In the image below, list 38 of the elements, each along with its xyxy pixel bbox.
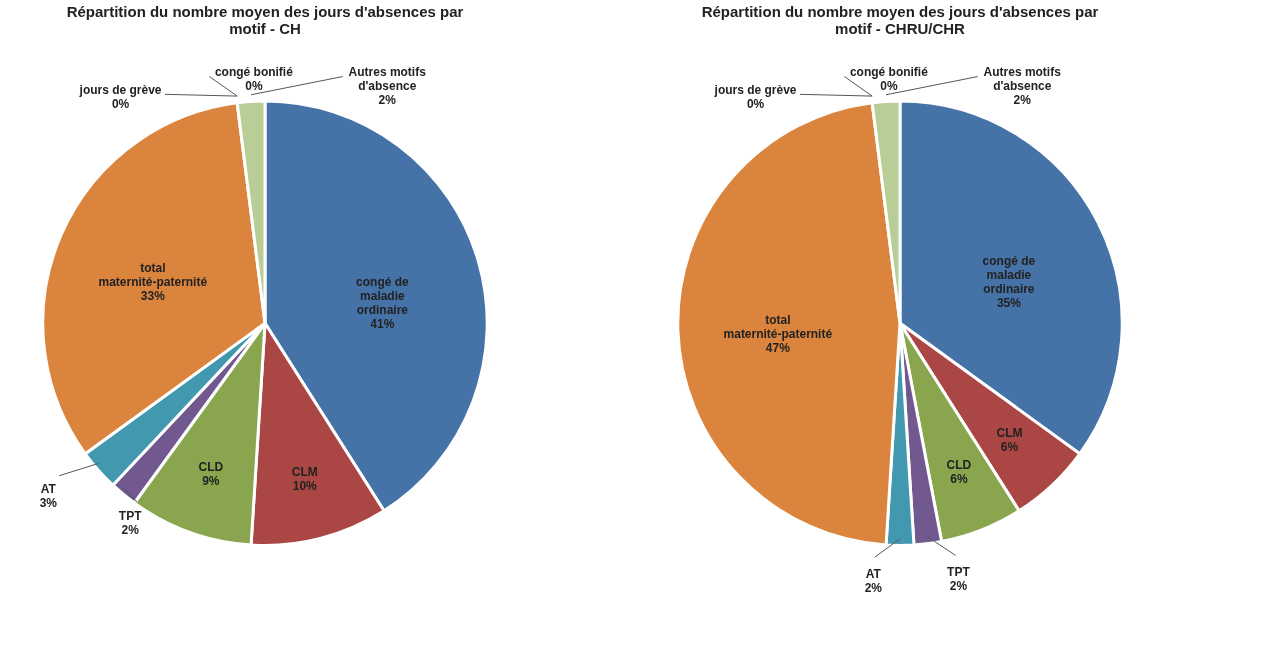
slice-label: Autres motifs d'absence (348, 65, 427, 94)
slice-label: congé de maladie ordinaire (356, 275, 410, 318)
text: 0% (746, 96, 765, 111)
data-label: 10% (292, 478, 318, 493)
data-label: 47% (765, 341, 791, 356)
text: 0% (111, 96, 130, 111)
data-label: 9% (202, 474, 220, 489)
slice-label: CLD (946, 458, 972, 473)
slice-label: CLM (291, 464, 318, 479)
slice-label: total maternité-paternité (723, 313, 833, 342)
category-label: congé bonifié (849, 65, 928, 80)
chart-title: Répartition du nombre moyen des jours d'absences par motif - CHRU/CHR (701, 3, 1099, 37)
text: 0% (245, 79, 263, 94)
data-label: 6% (1000, 440, 1019, 455)
data-label: 2% (1013, 93, 1032, 108)
category-label: congé bonifié (214, 65, 293, 80)
slice-label: CLD (198, 460, 224, 475)
data-label: 3% (39, 495, 58, 510)
category-label: jours de grève (714, 82, 797, 97)
slice-label: AT (40, 481, 57, 496)
chart-title: Répartition du nombre moyen des jours d'absences par motif - CH (66, 3, 464, 37)
text: 0% (880, 79, 898, 94)
category-label: jours de grève (79, 82, 162, 97)
data-label: 35% (996, 296, 1022, 311)
slice-label: Autres motifs d'absence (983, 65, 1062, 94)
slice-label: congé de maladie ordinaire (982, 254, 1036, 297)
data-label: 41% (370, 317, 395, 332)
slice-label: CLM (996, 426, 1023, 441)
data-label: 2% (121, 523, 140, 538)
data-label: 6% (950, 472, 968, 487)
slice-label: total maternité-paternité (98, 261, 208, 290)
data-label: 2% (378, 93, 397, 108)
slice-label: AT (865, 567, 882, 582)
data-label: 33% (140, 289, 166, 304)
slice-label: TPT (947, 565, 971, 580)
data-label: 2% (949, 579, 968, 594)
data-label: 2% (864, 581, 883, 596)
slice-label: TPT (118, 509, 143, 524)
